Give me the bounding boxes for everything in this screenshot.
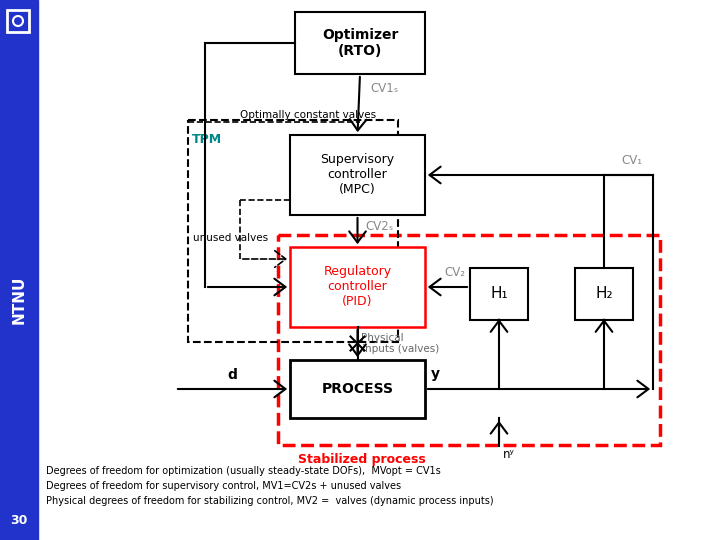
Text: d: d (228, 368, 238, 382)
Text: nʸ: nʸ (503, 448, 515, 461)
Bar (188, 120, 398, 342)
Text: CV₁: CV₁ (622, 154, 643, 167)
Text: Degrees of freedom for supervisory control, MV1=CV2s + unused valves: Degrees of freedom for supervisory contr… (46, 481, 401, 491)
Bar (7, 10, 29, 32)
Text: CV2ₛ: CV2ₛ (366, 220, 394, 233)
Bar (575, 268, 633, 320)
Text: Stabilized process: Stabilized process (298, 453, 426, 466)
Bar (290, 135, 425, 215)
Bar (295, 12, 425, 74)
Text: NTNU: NTNU (12, 276, 27, 324)
Bar (0, 0, 38, 540)
Bar (470, 268, 528, 320)
Text: 30: 30 (10, 514, 27, 526)
Bar (290, 360, 425, 418)
Text: CV1ₛ: CV1ₛ (370, 83, 398, 96)
Text: unused valves: unused valves (193, 233, 268, 243)
Text: Degrees of freedom for optimization (usually steady-state DOFs),  MVopt = CV1s: Degrees of freedom for optimization (usu… (46, 466, 441, 476)
Text: Optimizer
(RTO): Optimizer (RTO) (322, 28, 398, 58)
Text: Physical degrees of freedom for stabilizing control, MV2 =  valves (dynamic proc: Physical degrees of freedom for stabiliz… (46, 496, 494, 506)
Text: Physical
inputs (valves): Physical inputs (valves) (361, 333, 438, 354)
Text: Supervisory
controller
(MPC): Supervisory controller (MPC) (320, 153, 395, 197)
Text: y: y (431, 367, 440, 381)
Text: PROCESS: PROCESS (322, 382, 394, 396)
Text: TPM: TPM (192, 133, 222, 146)
Text: H₂: H₂ (595, 287, 613, 301)
Text: Regulatory
controller
(PID): Regulatory controller (PID) (323, 266, 392, 308)
Text: Optimally constant valves: Optimally constant valves (240, 110, 376, 120)
Text: CV₂: CV₂ (444, 266, 465, 279)
Text: H₁: H₁ (490, 287, 508, 301)
Bar (278, 235, 660, 445)
Bar (290, 247, 425, 327)
